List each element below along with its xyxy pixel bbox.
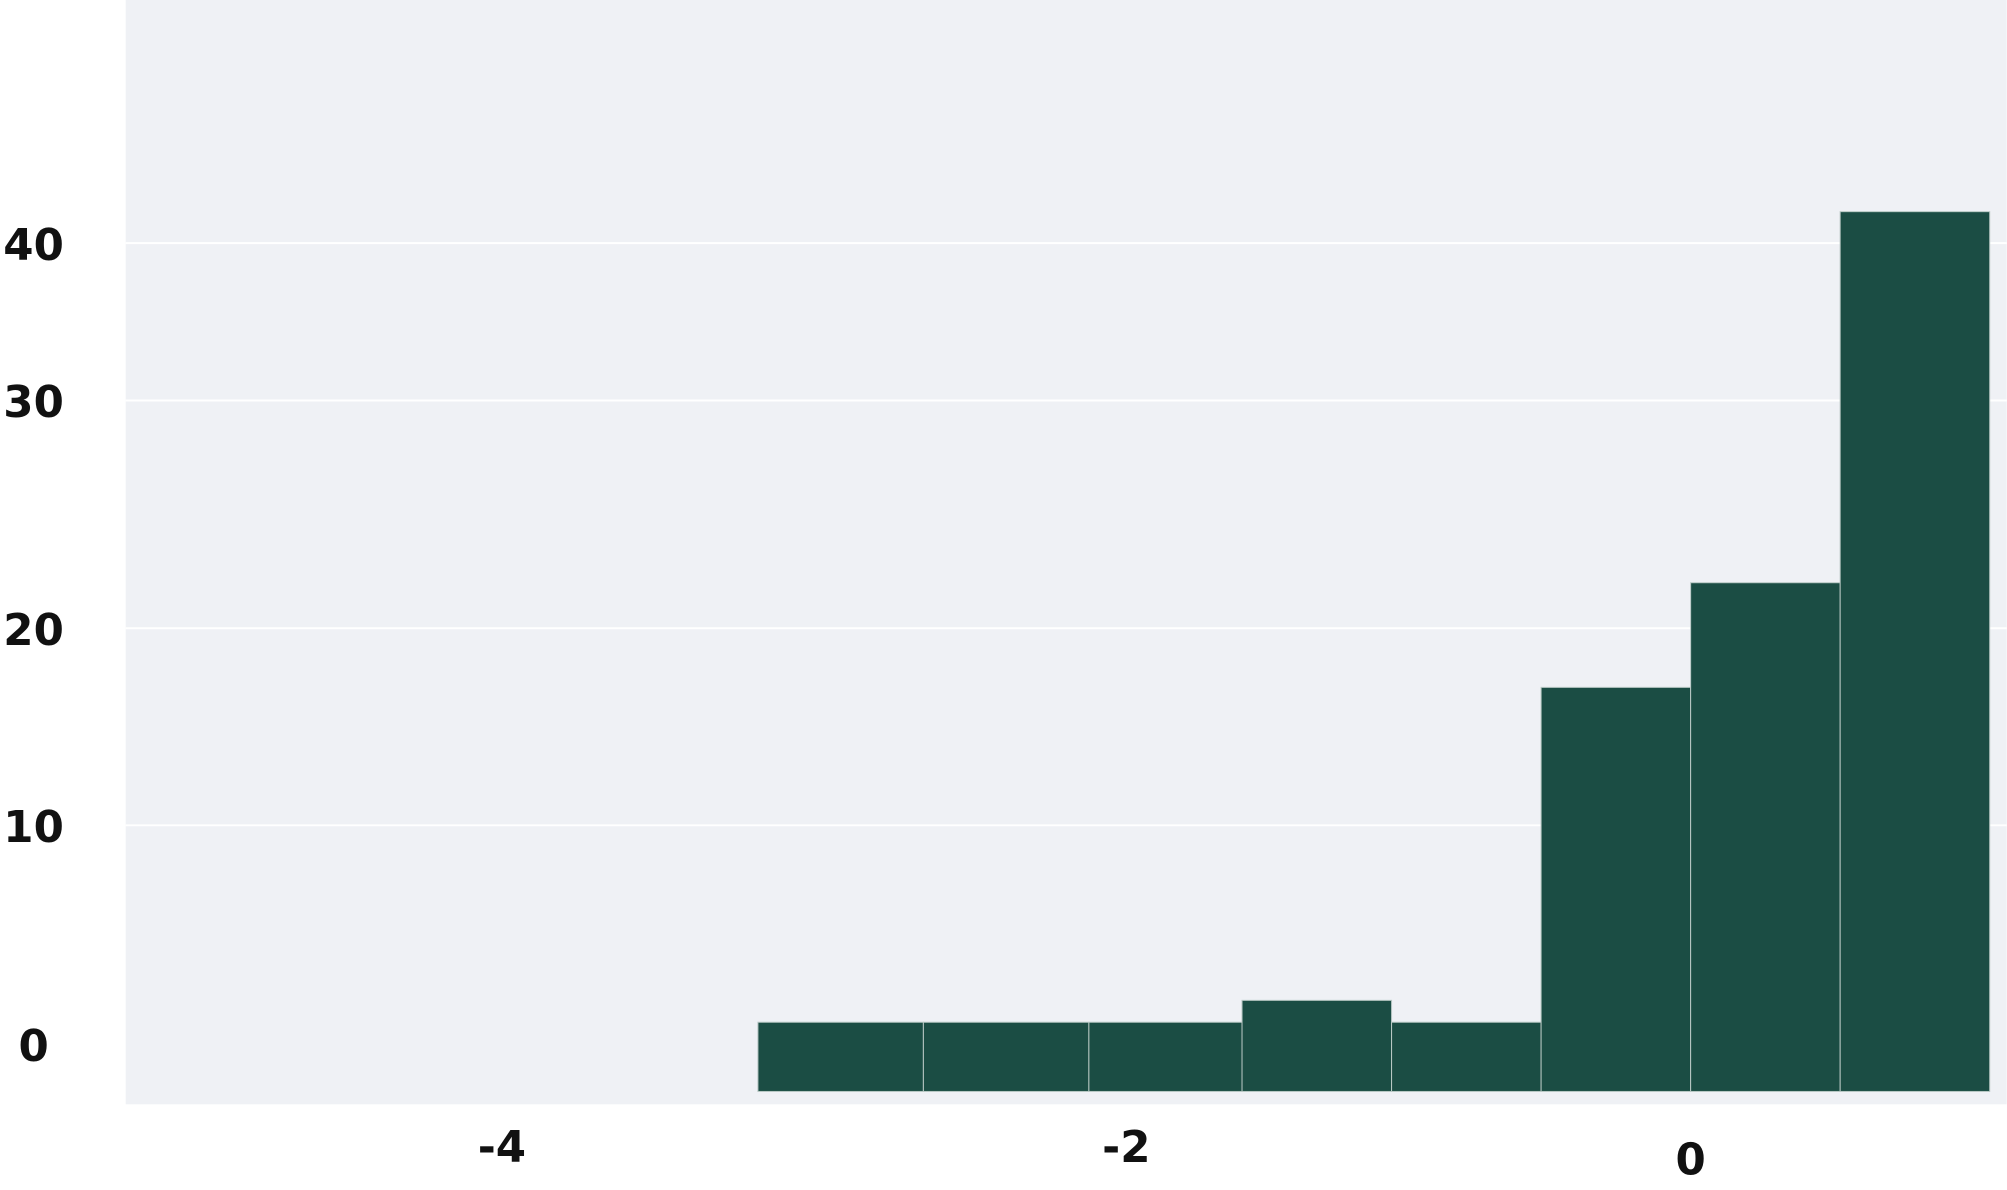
histogram-bar <box>757 1021 924 1092</box>
y-tick-label: 10 <box>3 803 64 853</box>
y-tick-label: 20 <box>3 606 64 656</box>
histogram-bar <box>1391 1021 1542 1092</box>
x-tick-label: -2 <box>1102 1123 1150 1173</box>
histogram-bar <box>1540 686 1692 1092</box>
histogram-bar <box>1241 999 1393 1092</box>
histogram-bar <box>1690 582 1841 1092</box>
x-tick-label: -4 <box>478 1123 526 1173</box>
x-tick-label: 0 <box>1675 1136 1705 1186</box>
y-tick-label: 30 <box>3 378 64 428</box>
y-tick-label: 40 <box>3 221 64 271</box>
histogram-bar <box>1839 211 1991 1092</box>
histogram-bar <box>1088 1021 1243 1092</box>
y-tick-label: 0 <box>18 1022 48 1072</box>
histogram-bar <box>922 1021 1090 1092</box>
